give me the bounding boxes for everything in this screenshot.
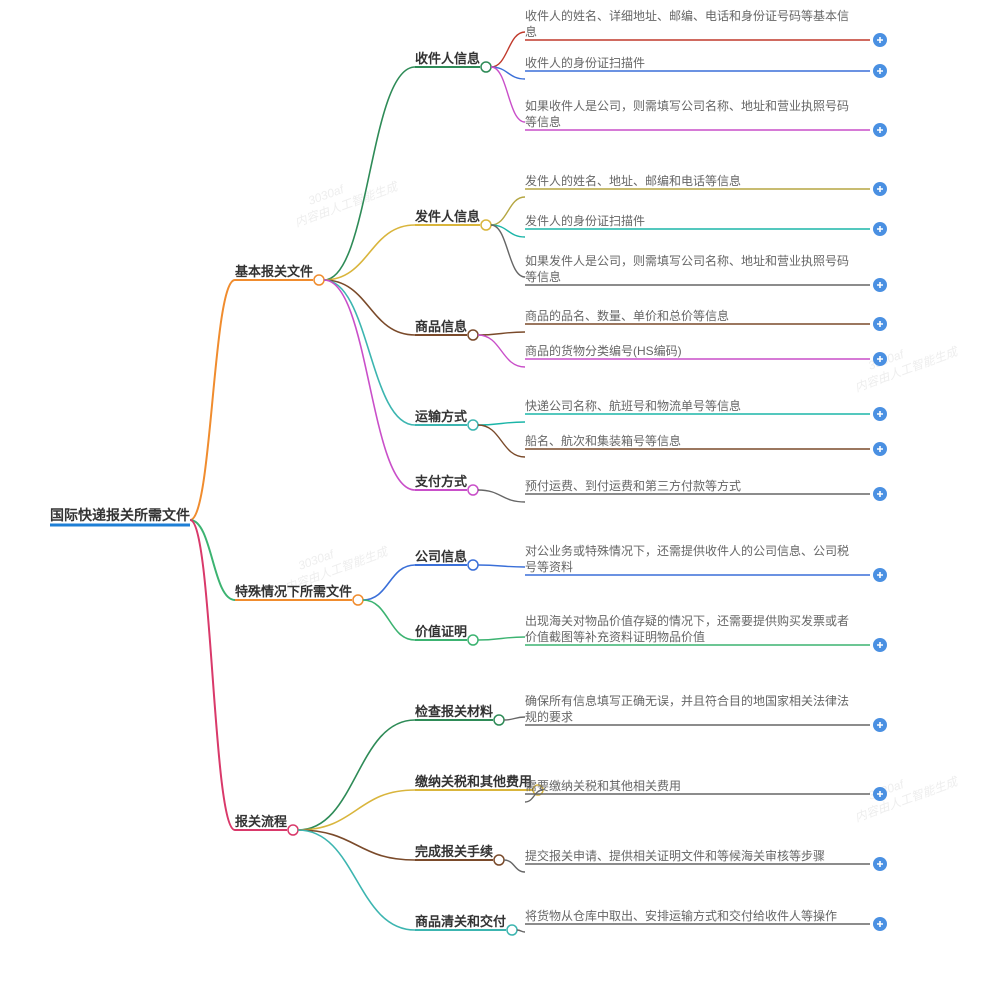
level2-node: 运输方式	[415, 409, 467, 424]
edge	[491, 225, 525, 277]
node-dot	[481, 62, 491, 72]
watermark: 3030af内容由人工智能生成	[847, 329, 961, 395]
leaf-node: 对公业务或特殊情况下，还需提供收件人的公司信息、公司税号等资料	[525, 543, 849, 574]
watermark: 3030af内容由人工智能生成	[847, 759, 961, 825]
expand-icon[interactable]	[873, 917, 887, 931]
node-dot	[314, 275, 324, 285]
expand-icon[interactable]	[873, 857, 887, 871]
edge	[504, 860, 525, 872]
expand-icon[interactable]	[873, 64, 887, 78]
leaf-node: 如果收件人是公司，则需填写公司名称、地址和营业执照号码等信息	[525, 98, 849, 129]
edge	[298, 790, 415, 830]
leaf-node: 快递公司名称、航班号和物流单号等信息	[525, 398, 741, 413]
leaf-node: 商品的品名、数量、单价和总价等信息	[525, 308, 729, 323]
node-dot	[468, 635, 478, 645]
level2-node: 商品清关和交付	[415, 914, 506, 929]
leaf-node: 需要缴纳关税和其他相关费用	[525, 778, 681, 793]
expand-icon[interactable]	[873, 278, 887, 292]
level2-node: 收件人信息	[415, 51, 480, 66]
edge	[190, 280, 235, 520]
edge	[491, 67, 525, 122]
edge	[478, 422, 525, 425]
leaf-node: 提交报关申请、提供相关证明文件和等候海关审核等步骤	[525, 848, 825, 863]
node-dot	[468, 420, 478, 430]
leaf-node: 出现海关对物品价值存疑的情况下，还需要提供购买发票或者价值截图等补充资料证明物品…	[525, 613, 849, 644]
edge	[478, 335, 525, 367]
leaf-node: 将货物从仓库中取出、安排运输方式和交付给收件人等操作	[525, 908, 837, 923]
expand-icon[interactable]	[873, 407, 887, 421]
level2-node: 商品信息	[415, 319, 467, 334]
edge	[491, 32, 525, 67]
node-dot	[494, 715, 504, 725]
edge	[363, 565, 415, 600]
edge	[324, 67, 415, 280]
node-dot	[468, 330, 478, 340]
expand-icon[interactable]	[873, 352, 887, 366]
leaf-node: 如果发件人是公司，则需填写公司名称、地址和营业执照号码等信息	[525, 253, 849, 284]
level1-node: 特殊情况下所需文件	[235, 584, 352, 599]
edge	[190, 520, 235, 830]
node-dot	[288, 825, 298, 835]
expand-icon[interactable]	[873, 568, 887, 582]
leaf-node: 发件人的身份证扫描件	[525, 213, 645, 228]
expand-icon[interactable]	[873, 442, 887, 456]
node-dot	[353, 595, 363, 605]
edge	[478, 425, 525, 457]
leaf-node: 预付运费、到付运费和第三方付款等方式	[525, 478, 741, 493]
expand-icon[interactable]	[873, 33, 887, 47]
expand-icon[interactable]	[873, 182, 887, 196]
node-dot	[468, 485, 478, 495]
expand-icon[interactable]	[873, 317, 887, 331]
edge	[504, 717, 525, 720]
level2-node: 缴纳关税和其他费用	[415, 774, 532, 789]
edge	[517, 930, 525, 932]
edge	[478, 637, 525, 640]
mindmap-canvas: 3030af内容由人工智能生成 3030af内容由人工智能生成 3030af内容由人…	[0, 0, 1004, 987]
edge	[478, 490, 525, 502]
level1-node: 基本报关文件	[234, 264, 313, 279]
node-dot	[507, 925, 517, 935]
watermark: 3030af内容由人工智能生成	[287, 164, 401, 230]
leaf-node: 收件人的姓名、详细地址、邮编、电话和身份证号码等基本信息	[525, 8, 849, 39]
level1-node: 报关流程	[235, 814, 287, 829]
expand-icon[interactable]	[873, 718, 887, 732]
level2-node: 完成报关手续	[415, 844, 493, 859]
edge	[298, 830, 415, 860]
expand-icon[interactable]	[873, 487, 887, 501]
root-node: 国际快递报关所需文件	[50, 507, 190, 523]
edge	[324, 280, 415, 425]
edge	[478, 332, 525, 335]
level2-node: 发件人信息	[414, 209, 480, 224]
level2-node: 公司信息	[415, 549, 467, 564]
level2-node: 价值证明	[415, 624, 467, 639]
expand-icon[interactable]	[873, 123, 887, 137]
leaf-node: 确保所有信息填写正确无误，并且符合目的地国家相关法律法规的要求	[525, 693, 849, 724]
expand-icon[interactable]	[873, 638, 887, 652]
expand-icon[interactable]	[873, 787, 887, 801]
edge	[298, 720, 415, 830]
leaf-node: 收件人的身份证扫描件	[525, 55, 645, 70]
leaf-node: 船名、航次和集装箱号等信息	[525, 433, 681, 448]
expand-icon[interactable]	[873, 222, 887, 236]
node-dot	[468, 560, 478, 570]
node-dot	[481, 220, 491, 230]
leaf-node: 发件人的姓名、地址、邮编和电话等信息	[525, 173, 741, 188]
edge	[324, 280, 415, 490]
edge	[363, 600, 415, 640]
level2-node: 支付方式	[414, 474, 467, 489]
level2-node: 检查报关材料	[415, 704, 493, 719]
leaf-node: 商品的货物分类编号(HS编码)	[525, 343, 682, 358]
node-dot	[494, 855, 504, 865]
edge	[491, 197, 525, 225]
edge	[478, 565, 525, 567]
